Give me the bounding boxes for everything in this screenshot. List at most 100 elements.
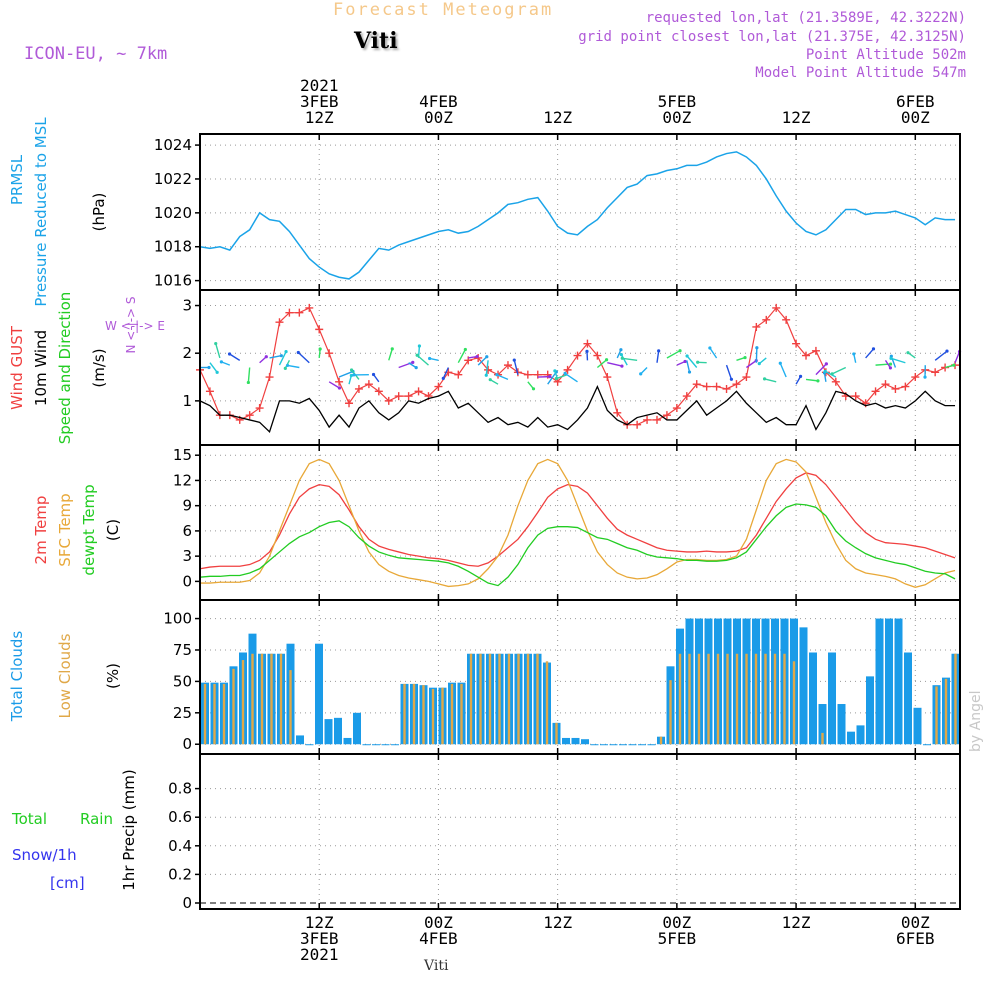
wind-arrow-head (485, 355, 489, 359)
time-label-line: 12Z (781, 108, 811, 127)
total-rain-label: Total (11, 810, 47, 828)
wind-arrow-head (554, 376, 558, 381)
temp-dew-label: dewpt Temp (80, 484, 98, 575)
wind-arrow-head (227, 352, 232, 356)
low-cloud-bar (783, 653, 786, 745)
wind-arrow-head (585, 349, 589, 353)
low-cloud-bar (251, 653, 254, 745)
wind-arrow-head (830, 372, 834, 376)
wind-arrow-head (824, 362, 828, 366)
wind-arrow-head (475, 354, 479, 359)
time-label-line: 00Z (662, 108, 692, 127)
wind-arrow (209, 362, 218, 373)
low-cloud-bar (697, 653, 701, 745)
time-label-line: 00Z (662, 913, 692, 932)
gust-marker (345, 399, 354, 408)
low-cloud-bar (289, 670, 292, 745)
wind-arrow-head (390, 347, 394, 351)
total-cloud-bar (315, 643, 323, 745)
gust-marker (265, 373, 274, 382)
total-cloud-bar (799, 627, 808, 745)
low-cloud-bar (545, 661, 549, 745)
low-cloud-bar (403, 683, 406, 745)
gust-marker (484, 365, 493, 374)
wind-arrow-head (417, 344, 421, 348)
gust-marker (911, 373, 920, 382)
gust-marker (414, 387, 423, 396)
gust-marker (583, 339, 592, 348)
y-tick-label: 1018 (154, 238, 192, 256)
gust-marker (662, 411, 671, 420)
y-tick-label: 1016 (154, 272, 192, 290)
gust-marker (762, 315, 771, 324)
point-altitude: Point Altitude 502m (805, 47, 966, 63)
total-cloud-bar (590, 744, 599, 746)
low-cloud-bar (754, 653, 758, 745)
wind-arrow (815, 363, 827, 376)
wind-arrow-head (889, 356, 893, 360)
time-label-line: 12Z (304, 913, 334, 932)
gust-marker (643, 415, 652, 424)
gust-marker (682, 392, 691, 401)
cloud-unit: (%) (104, 663, 122, 689)
wind-arrow-head (488, 378, 492, 382)
pressure-label-1: PRMSL (8, 154, 26, 205)
bottom-times-label: 12Z 3FEB 2021 (279, 915, 359, 963)
total-cloud-bar (600, 744, 608, 746)
total-cloud-bar (372, 744, 380, 746)
wind-arrow (755, 347, 758, 363)
sfc-temp-line (200, 458, 956, 588)
wind-arrow (398, 361, 414, 369)
total-cloud-bar (619, 744, 627, 746)
total-cloud-bar (647, 744, 656, 746)
panel-pressure: 1016 1018 1020 1022 1024 (154, 133, 961, 291)
low-cloud-bar (555, 722, 558, 745)
total-cloud-bar (381, 744, 390, 746)
wind-arrow-head (945, 349, 949, 353)
wind-arrow (328, 381, 340, 389)
y-tick-label: 3 (182, 547, 192, 565)
total-cloud-bar (923, 744, 931, 746)
total-cloud-bar (913, 707, 922, 745)
wind-arrow-head (246, 380, 250, 385)
total-cloud-bar (856, 725, 865, 745)
low-cloud-bar (460, 683, 463, 745)
low-cloud-bar (745, 653, 748, 745)
low-cloud-bar (944, 678, 948, 745)
wind-arrow-head (696, 360, 700, 364)
location-title: Viti (354, 28, 398, 54)
wind-arrow (831, 366, 847, 375)
wind-arrow (247, 367, 251, 383)
time-label-line: 12Z (781, 913, 811, 932)
gust-marker (305, 303, 314, 312)
y-tick-label: 0 (182, 572, 192, 590)
total-cloud-bar (885, 618, 893, 745)
wind-arrow-head (798, 374, 803, 378)
time-label-line: 6FEB (896, 929, 935, 948)
low-cloud-bar (526, 653, 530, 745)
low-cloud-bar (479, 653, 482, 745)
total-cloud-bar (809, 652, 817, 745)
chart-title: Forecast Meteogram (333, 0, 554, 20)
wind-arrow-head (823, 369, 827, 373)
wind-arrow (556, 373, 568, 380)
low-cloud-bar (498, 653, 501, 745)
wind-arrow-head (685, 354, 689, 358)
wind-arrow-head (512, 358, 516, 362)
y-tick-label: 1022 (154, 170, 192, 188)
gust-marker (742, 373, 751, 382)
wind-arrow-head (415, 353, 419, 357)
low-cloud-bar (669, 680, 672, 745)
low-cloud-bar (279, 653, 283, 745)
wind-arrow (338, 370, 354, 378)
time-label-line: 12Z (543, 913, 573, 932)
wind-arrow-head (762, 377, 767, 381)
wind-arrow (287, 364, 300, 369)
low-cloud-bar (222, 683, 226, 745)
wind-arrow (622, 357, 638, 362)
y-tick-label: 3 (182, 297, 192, 315)
total-cloud-bar (305, 744, 314, 746)
time-label-line: 00Z (900, 913, 930, 932)
gust-marker (354, 384, 363, 393)
wind-arrow-head (349, 373, 353, 378)
